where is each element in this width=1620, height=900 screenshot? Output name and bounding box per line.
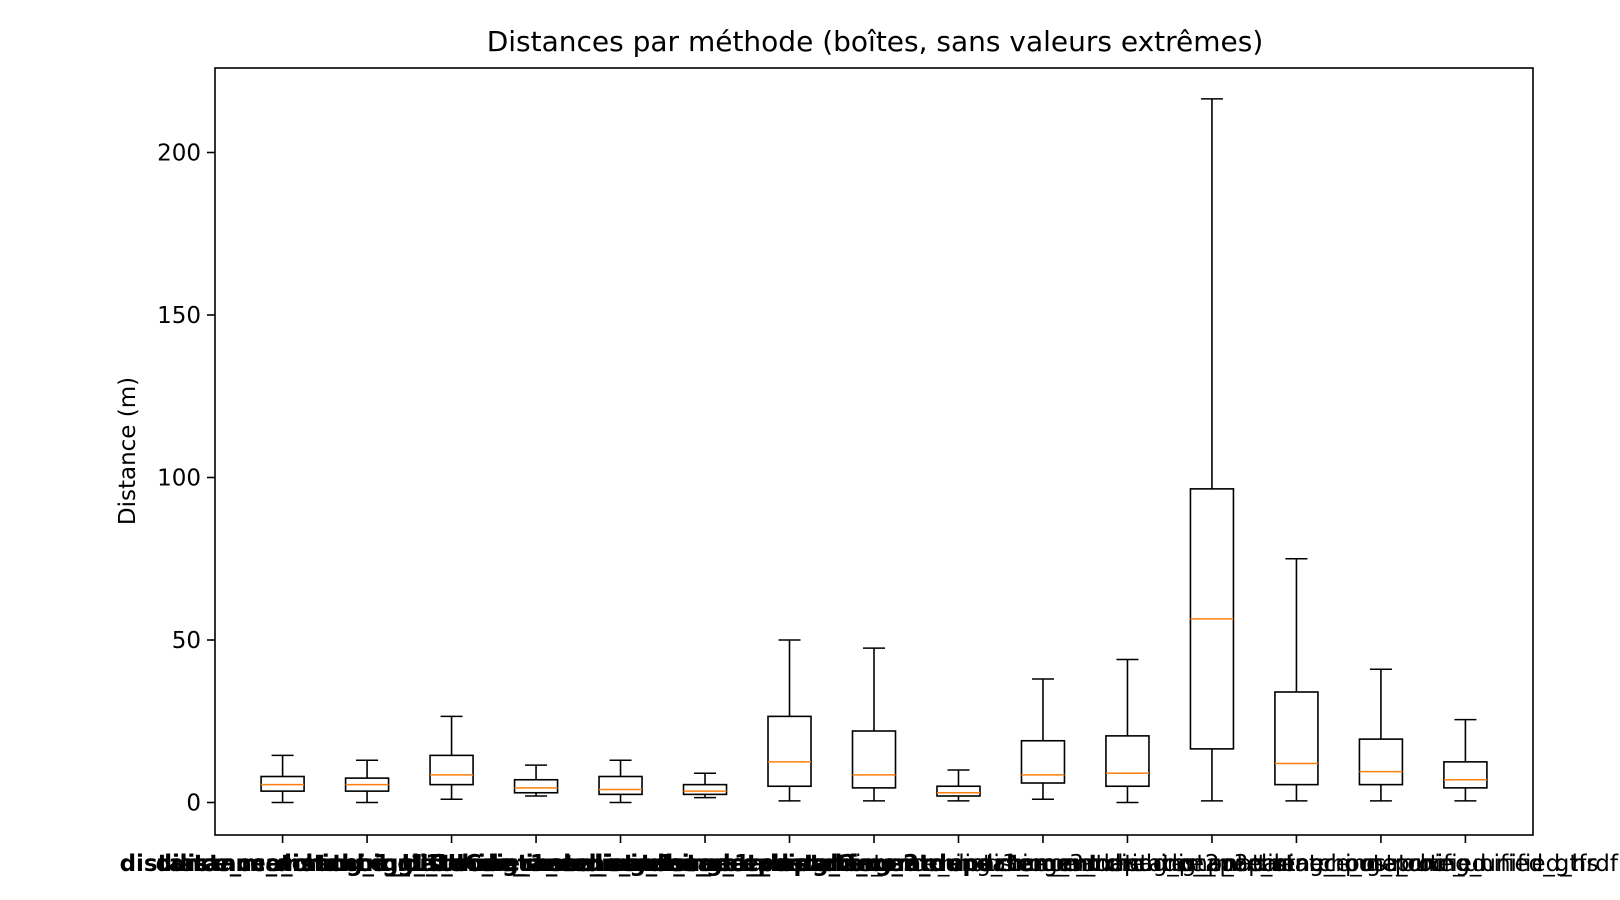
box-iqr xyxy=(1358,738,1404,786)
x-tick-label: distance_matching_2_departement xyxy=(649,851,1100,877)
x-tick-label: distance_matching_1_code_postal xyxy=(403,851,838,877)
y-tick-label: 50 xyxy=(172,628,201,654)
box-iqr xyxy=(598,775,643,796)
chart-title: Distances par méthode (boîtes, sans vale… xyxy=(487,25,1264,58)
box-iqr xyxy=(260,775,305,792)
x-tick-label: distance_matching_unified_hrdf xyxy=(1253,851,1619,877)
x-tick-label: distance_matching_3_departement xyxy=(840,851,1245,877)
box-iqr xyxy=(682,783,728,796)
x-tick-label: distance_matching_1_code_insee_rerank xyxy=(276,851,798,877)
x-tick-label: distance_matching_2_commune xyxy=(586,851,994,877)
box-iqr xyxy=(1105,735,1150,788)
plot-marks: 050100150200distance_matching_1_UICdista… xyxy=(120,98,1619,877)
x-tick-label: distance_matching_route_unified xyxy=(1107,851,1487,877)
y-tick-label: 0 xyxy=(186,791,201,817)
x-tick-label: distance_matching_p_2partner xyxy=(950,851,1305,877)
y-tick-label: 100 xyxy=(157,466,201,492)
x-tick-label: distance_matching_p_3partner_postproc xyxy=(979,851,1445,877)
box-iqr xyxy=(851,730,897,789)
box-iqr xyxy=(936,785,981,797)
x-tick-label: distance_matching_route_unified_gtfs xyxy=(1163,851,1598,877)
box-iqr xyxy=(1274,691,1319,786)
y-axis-label: Distance (m) xyxy=(115,377,141,525)
box-iqr xyxy=(1443,761,1488,789)
box-iqr xyxy=(767,715,812,788)
x-tick-label: distance_matching_1_UIC_rerank xyxy=(156,851,580,877)
x-tick-label: distance_matching_1_departement xyxy=(480,851,931,877)
plot-frame xyxy=(214,67,1534,836)
box-iqr xyxy=(1020,739,1066,784)
y-tick-label: 150 xyxy=(157,303,201,329)
y-tick-label: 200 xyxy=(157,141,201,167)
x-tick-label: distance_matching_1_UIC xyxy=(120,851,446,877)
box-iqr xyxy=(513,778,559,794)
x-tick-label: distance_matching_1_code_insee_commune xyxy=(171,851,732,877)
box-iqr xyxy=(429,754,474,786)
x-tick-label: distance_matching_3_commune xyxy=(774,851,1144,877)
